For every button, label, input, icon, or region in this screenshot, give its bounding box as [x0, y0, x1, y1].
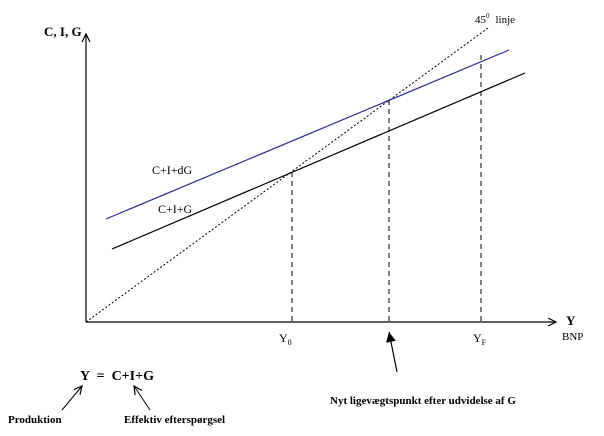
tick-y0-base: Y: [279, 331, 288, 345]
tick-label-yf: YF: [473, 331, 487, 347]
tick-yf-base: Y: [473, 331, 482, 345]
new-equilibrium-arrow: [386, 331, 398, 373]
demand-line-c-i-dg-label: C+I+dG: [152, 163, 193, 177]
x-axis-unit: BNP: [562, 331, 583, 343]
tick-yf-sub: F: [482, 338, 487, 347]
equation: Y = C+I+G: [80, 369, 154, 384]
production-label: Produktion: [8, 414, 62, 426]
forty-five-label-word: linje: [496, 14, 516, 26]
new-equilibrium-label: Nyt ligevægtspunkt efter udvidelse af G: [330, 395, 516, 407]
x-axis-label: Y: [566, 313, 576, 328]
effective-demand-arrow: [134, 386, 151, 411]
tick-y0-sub: 0: [288, 338, 292, 347]
demand-line-c-i-g: [111, 72, 526, 250]
demand-line-c-i-g-label: C+I+G: [158, 202, 193, 216]
forty-five-degree-label: 450 linje: [475, 12, 515, 26]
effective-demand-label: Effektiv efterspørgsel: [124, 414, 225, 426]
y-axis-label: C, I, G: [44, 24, 82, 39]
production-arrow: [61, 386, 82, 411]
forty-five-label-sup: 0: [486, 12, 490, 20]
tick-label-y0: Y0: [279, 331, 292, 347]
forty-five-label-base: 45: [475, 14, 487, 26]
demand-line-c-i-dg: [105, 49, 510, 220]
